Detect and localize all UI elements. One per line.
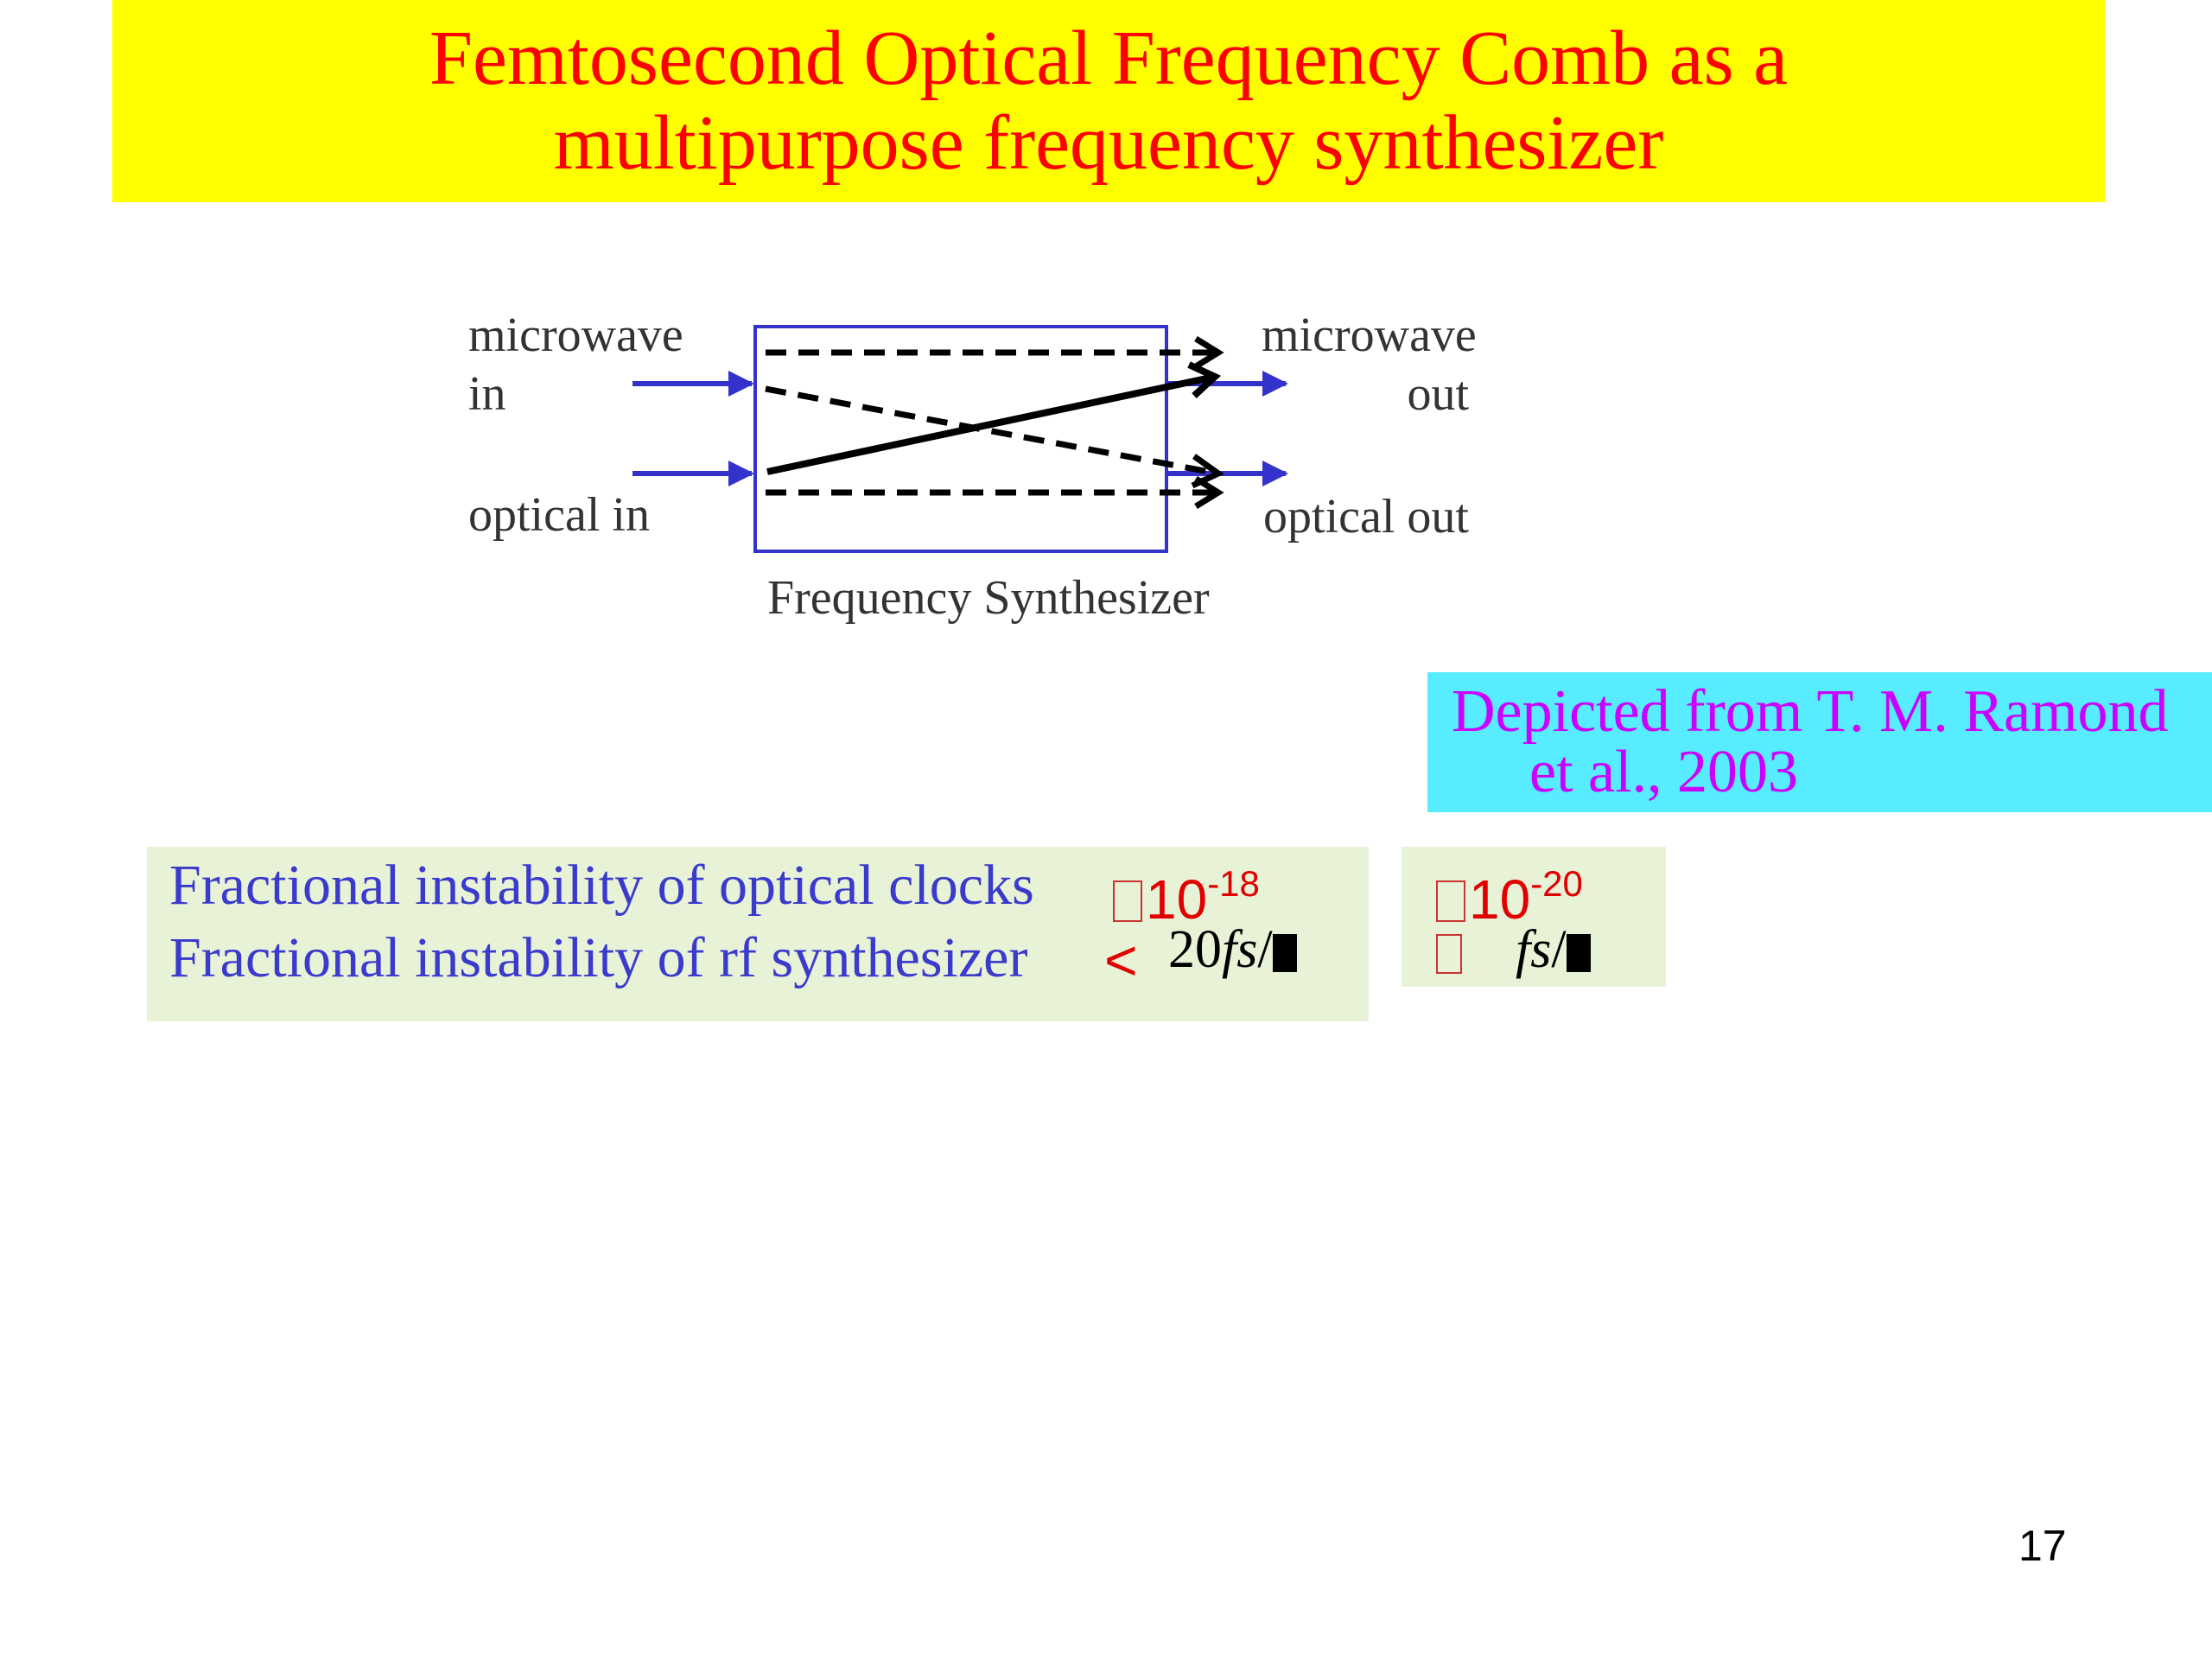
slide-title: Femtosecond Optical Frequency Comb as a … bbox=[112, 0, 2105, 202]
rf-synth-number: 20 bbox=[1168, 920, 1222, 979]
synthesizer-caption: Frequency Synthesizer bbox=[767, 571, 1210, 625]
side-value: 10-20 bbox=[1436, 854, 1583, 930]
solid-cross-path bbox=[766, 373, 1216, 475]
diagram-graphic bbox=[632, 325, 1288, 553]
missing-glyph-icon bbox=[1113, 880, 1142, 922]
citation-box: Depicted from T. M. Ramond et al., 2003 bbox=[1427, 672, 2212, 812]
rf-synth-less-than: < bbox=[1104, 928, 1138, 992]
title-line-1: Femtosecond Optical Frequency Comb as a bbox=[429, 16, 1789, 101]
missing-glyph-icon bbox=[1436, 934, 1462, 974]
side-slash: / bbox=[1551, 920, 1567, 979]
optical-clocks-base: 10 bbox=[1146, 868, 1208, 931]
side-info-box: 10-20 fs/ bbox=[1402, 847, 1666, 987]
rf-synth-unit: fs bbox=[1222, 920, 1258, 979]
optical-in-label: optical in bbox=[468, 488, 650, 542]
microwave-in-label-1: microwave bbox=[468, 308, 683, 362]
rf-synth-slash: / bbox=[1257, 920, 1273, 979]
microwave-out-label-1: microwave bbox=[1262, 308, 1477, 362]
frequency-synthesizer-diagram: microwave in optical in microwave out op… bbox=[449, 294, 1573, 657]
side-unit-row: fs/ bbox=[1436, 919, 1591, 980]
solid-cross-head bbox=[1187, 361, 1222, 398]
title-line-2: multipurpose frequency synthesizer bbox=[553, 100, 1664, 186]
side-exponent: -20 bbox=[1530, 863, 1583, 904]
dashed-optical-head bbox=[1194, 476, 1224, 509]
dashed-cross-path bbox=[765, 385, 1219, 477]
rf-synth-value: 20fs/ bbox=[1168, 919, 1297, 980]
optical-clocks-text: Fractional instability of optical clocks bbox=[169, 854, 1034, 917]
missing-glyph-icon bbox=[1272, 934, 1297, 972]
missing-glyph-icon bbox=[1566, 934, 1591, 972]
side-base: 10 bbox=[1469, 868, 1531, 931]
page-number: 17 bbox=[2018, 1522, 2067, 1570]
dashed-microwave-head bbox=[1194, 336, 1224, 369]
missing-glyph-icon bbox=[1436, 880, 1465, 922]
citation-line-1: Depicted from T. M. Ramond bbox=[1452, 678, 2169, 745]
optical-clocks-exponent: -18 bbox=[1207, 863, 1260, 904]
instability-info-box: Fractional instability of optical clocks… bbox=[147, 847, 1369, 1021]
microwave-out-label-2: out bbox=[1407, 367, 1469, 421]
optical-out-label: optical out bbox=[1263, 490, 1469, 543]
optical-clocks-value: 10-18 bbox=[1113, 854, 1260, 930]
synthesizer-box bbox=[753, 325, 1168, 553]
rf-synth-text: Fractional instability of rf synthesizer bbox=[169, 926, 1028, 989]
side-unit: fs bbox=[1516, 920, 1552, 979]
citation-line-2: et al., 2003 bbox=[1529, 739, 1799, 805]
microwave-in-label-2: in bbox=[468, 367, 506, 421]
